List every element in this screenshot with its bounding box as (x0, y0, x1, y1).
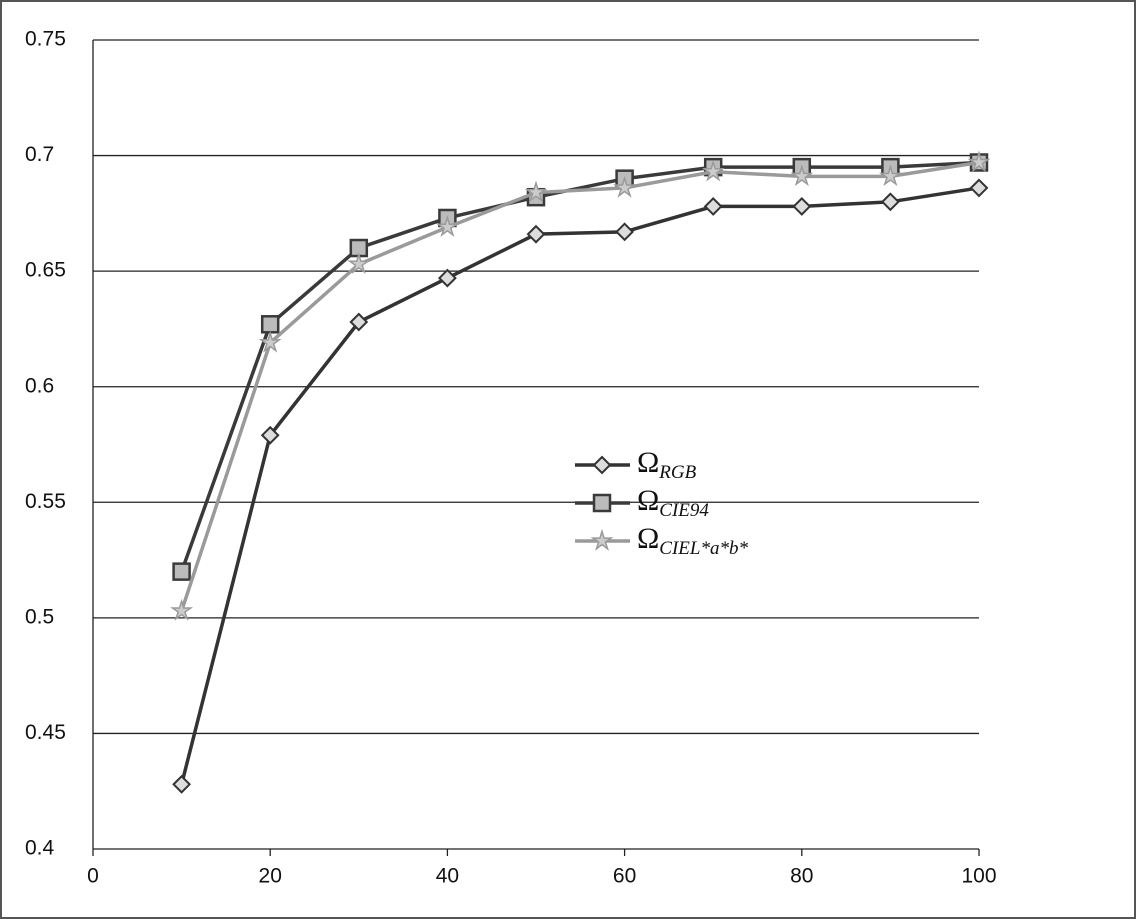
marker-star (613, 175, 637, 198)
marker-diamond (437, 268, 457, 288)
series-line (179, 160, 980, 612)
marker-star (435, 215, 459, 238)
marker-star (258, 330, 282, 353)
y-tick-label: 0.45 (25, 721, 66, 744)
marker-diamond (592, 455, 612, 475)
marker-star (347, 252, 371, 275)
marker-diamond (792, 197, 812, 216)
marker-square (172, 562, 191, 581)
marker-star (701, 159, 725, 182)
legend-subscript: CIEL*a*b* (659, 538, 748, 559)
series-line (179, 186, 980, 785)
marker-diamond (526, 224, 546, 244)
y-tick-label: 0.75 (25, 28, 66, 51)
y-tick-label: 0.7 (25, 143, 54, 166)
marker-square (592, 493, 612, 513)
marker-star (590, 528, 614, 551)
marker-diamond (172, 774, 192, 794)
x-tick-label: 20 (259, 865, 282, 888)
series-line (179, 160, 980, 573)
legend-subscript: RGB (658, 462, 696, 483)
y-tick-label: 0.6 (25, 374, 54, 397)
x-tick-label: 40 (436, 865, 459, 888)
legend-subscript: CIE94 (659, 500, 709, 521)
marker-diamond (703, 197, 723, 216)
y-tick-label: 0.5 (25, 605, 54, 628)
legend-symbol: Ω (637, 446, 659, 479)
marker-star (170, 598, 194, 621)
marker-diamond (349, 312, 369, 332)
marker-star (790, 164, 814, 187)
marker-diamond (969, 178, 989, 198)
legend-label: ΩRGB (637, 446, 697, 483)
marker-star (524, 180, 548, 203)
legend-symbol: Ω (637, 522, 659, 555)
marker-star (878, 164, 902, 187)
marker-diamond (260, 425, 280, 445)
marker-square (260, 315, 280, 334)
marker-diamond (615, 222, 635, 242)
x-tick-label: 0 (87, 865, 99, 888)
marker-star (967, 150, 991, 173)
legend-symbol: Ω (637, 484, 659, 517)
marker-diamond (880, 192, 900, 212)
legend-label: ΩCIE94 (637, 484, 709, 521)
x-tick-label: 80 (790, 865, 813, 888)
x-tick-label: 100 (961, 865, 996, 888)
y-tick-label: 0.4 (25, 837, 55, 860)
y-tick-label: 0.55 (25, 490, 66, 513)
x-tick-label: 60 (613, 865, 636, 888)
y-tick-label: 0.65 (25, 259, 66, 282)
legend-label: ΩCIEL*a*b* (637, 522, 748, 559)
